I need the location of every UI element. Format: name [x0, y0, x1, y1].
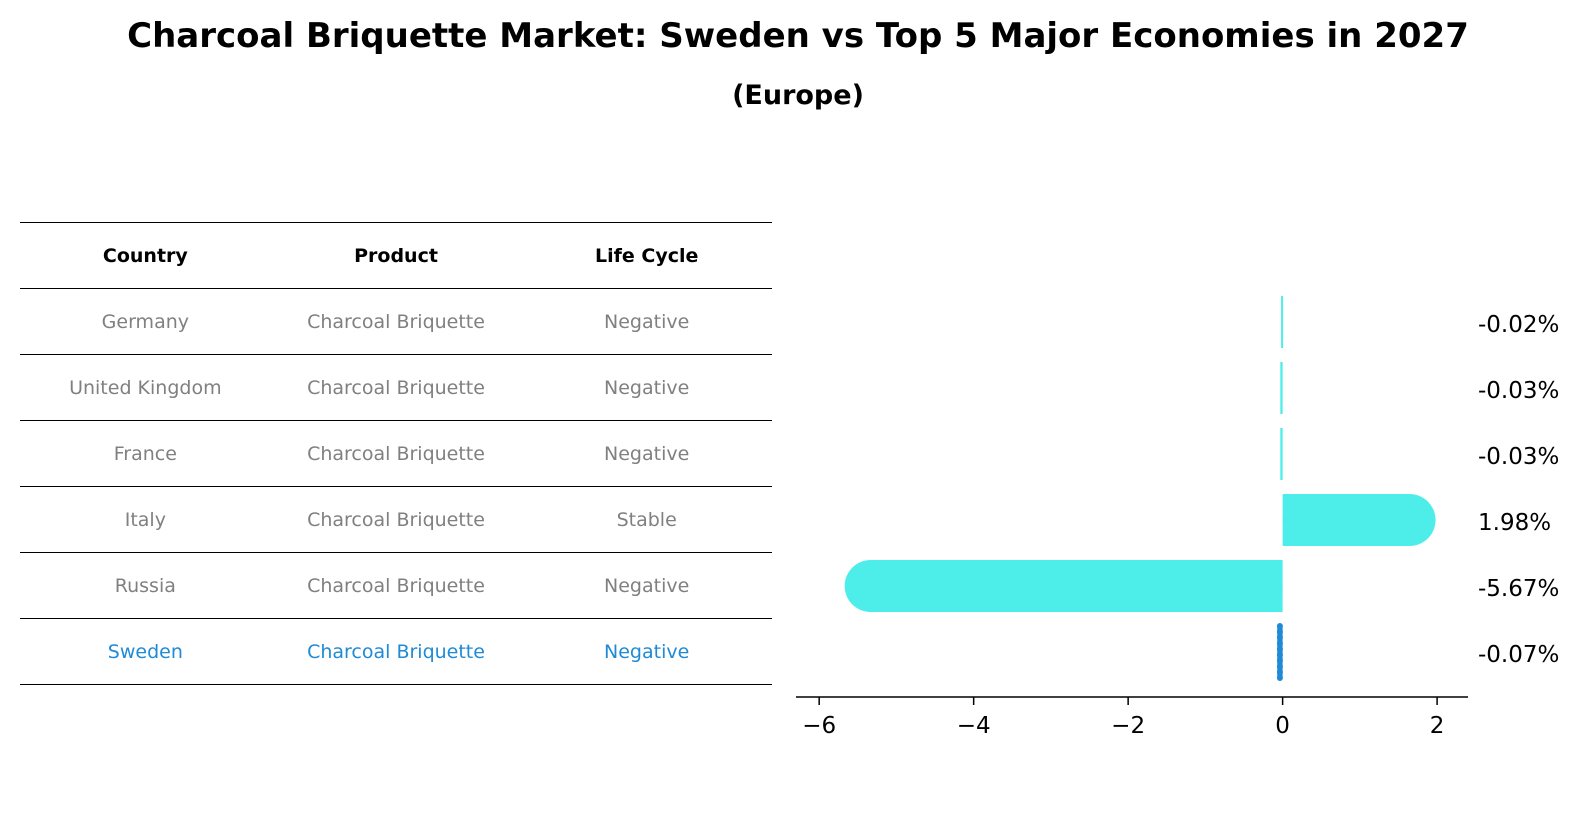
- cell-country: Sweden: [107, 640, 183, 663]
- bar-sweden: [1276, 623, 1283, 681]
- table-row: Russia Charcoal Briquette Negative: [20, 553, 772, 619]
- cell-country: Italy: [124, 508, 166, 531]
- table-row: United Kingdom Charcoal Briquette Negati…: [20, 355, 772, 421]
- bar-marker-dot: [1276, 657, 1283, 664]
- bar-france: [1280, 428, 1283, 480]
- chart-title: Charcoal Briquette Market: Sweden vs Top…: [127, 16, 1469, 56]
- x-tick-label: −6: [802, 713, 836, 739]
- header-life-cycle: Life Cycle: [594, 244, 699, 267]
- bar-base-fill: [1282, 494, 1309, 546]
- table-row: Italy Charcoal Briquette Stable: [20, 487, 772, 553]
- header-product: Product: [354, 244, 438, 267]
- value-label: -0.07%: [1478, 642, 1559, 668]
- cell-life-cycle: Negative: [604, 310, 690, 333]
- chart-subtitle: (Europe): [732, 80, 864, 111]
- value-label: -0.03%: [1478, 444, 1559, 470]
- bar-russia: [844, 560, 1283, 612]
- x-tick-label: 2: [1430, 713, 1445, 739]
- bar-marker-dot: [1276, 634, 1283, 641]
- cell-product: Charcoal Briquette: [307, 574, 485, 597]
- bar-base-fill: [1256, 560, 1283, 612]
- bar-marker-dot: [1276, 663, 1283, 670]
- data-table: Country Product Life Cycle Germany Charc…: [20, 222, 772, 685]
- table-row-highlight: Sweden Charcoal Briquette Negative: [20, 619, 772, 685]
- cell-product: Charcoal Briquette: [307, 640, 485, 663]
- cell-life-cycle: Negative: [604, 376, 690, 399]
- bar-marker-dot: [1276, 651, 1283, 658]
- cell-life-cycle: Negative: [604, 442, 690, 465]
- cell-country: Russia: [114, 574, 176, 597]
- value-label: -0.03%: [1478, 378, 1559, 404]
- value-label: 1.98%: [1478, 510, 1551, 536]
- table-header-row: Country Product Life Cycle: [20, 223, 772, 289]
- x-tick-label: −2: [1111, 713, 1145, 739]
- table-row: Germany Charcoal Briquette Negative: [20, 289, 772, 355]
- bar-marker-dot: [1276, 628, 1283, 635]
- header-country: Country: [102, 244, 188, 267]
- bar-marker-dot: [1276, 623, 1283, 629]
- bar-germany: [1281, 296, 1284, 348]
- cell-product: Charcoal Briquette: [307, 442, 485, 465]
- cell-country: United Kingdom: [69, 376, 222, 399]
- cell-product: Charcoal Briquette: [307, 376, 485, 399]
- bar-marker-dot: [1276, 669, 1283, 676]
- cell-life-cycle: Negative: [604, 574, 690, 597]
- cell-country: Germany: [101, 310, 189, 333]
- bar-marker-dot: [1276, 646, 1283, 653]
- table-row: France Charcoal Briquette Negative: [20, 421, 772, 487]
- bar-marker-dot: [1276, 675, 1283, 681]
- bar-marker-dot: [1276, 640, 1283, 647]
- value-label: -5.67%: [1478, 576, 1559, 602]
- cell-life-cycle: Negative: [604, 640, 690, 663]
- cell-product: Charcoal Briquette: [307, 310, 485, 333]
- cell-product: Charcoal Briquette: [307, 508, 485, 531]
- x-tick-label: −4: [957, 713, 991, 739]
- cell-life-cycle: Stable: [616, 508, 677, 531]
- bar-italy: [1282, 494, 1436, 546]
- cell-country: France: [113, 442, 177, 465]
- value-label: -0.02%: [1478, 312, 1559, 338]
- bar-united-kingdom: [1280, 362, 1283, 414]
- x-tick-label: 0: [1275, 713, 1290, 739]
